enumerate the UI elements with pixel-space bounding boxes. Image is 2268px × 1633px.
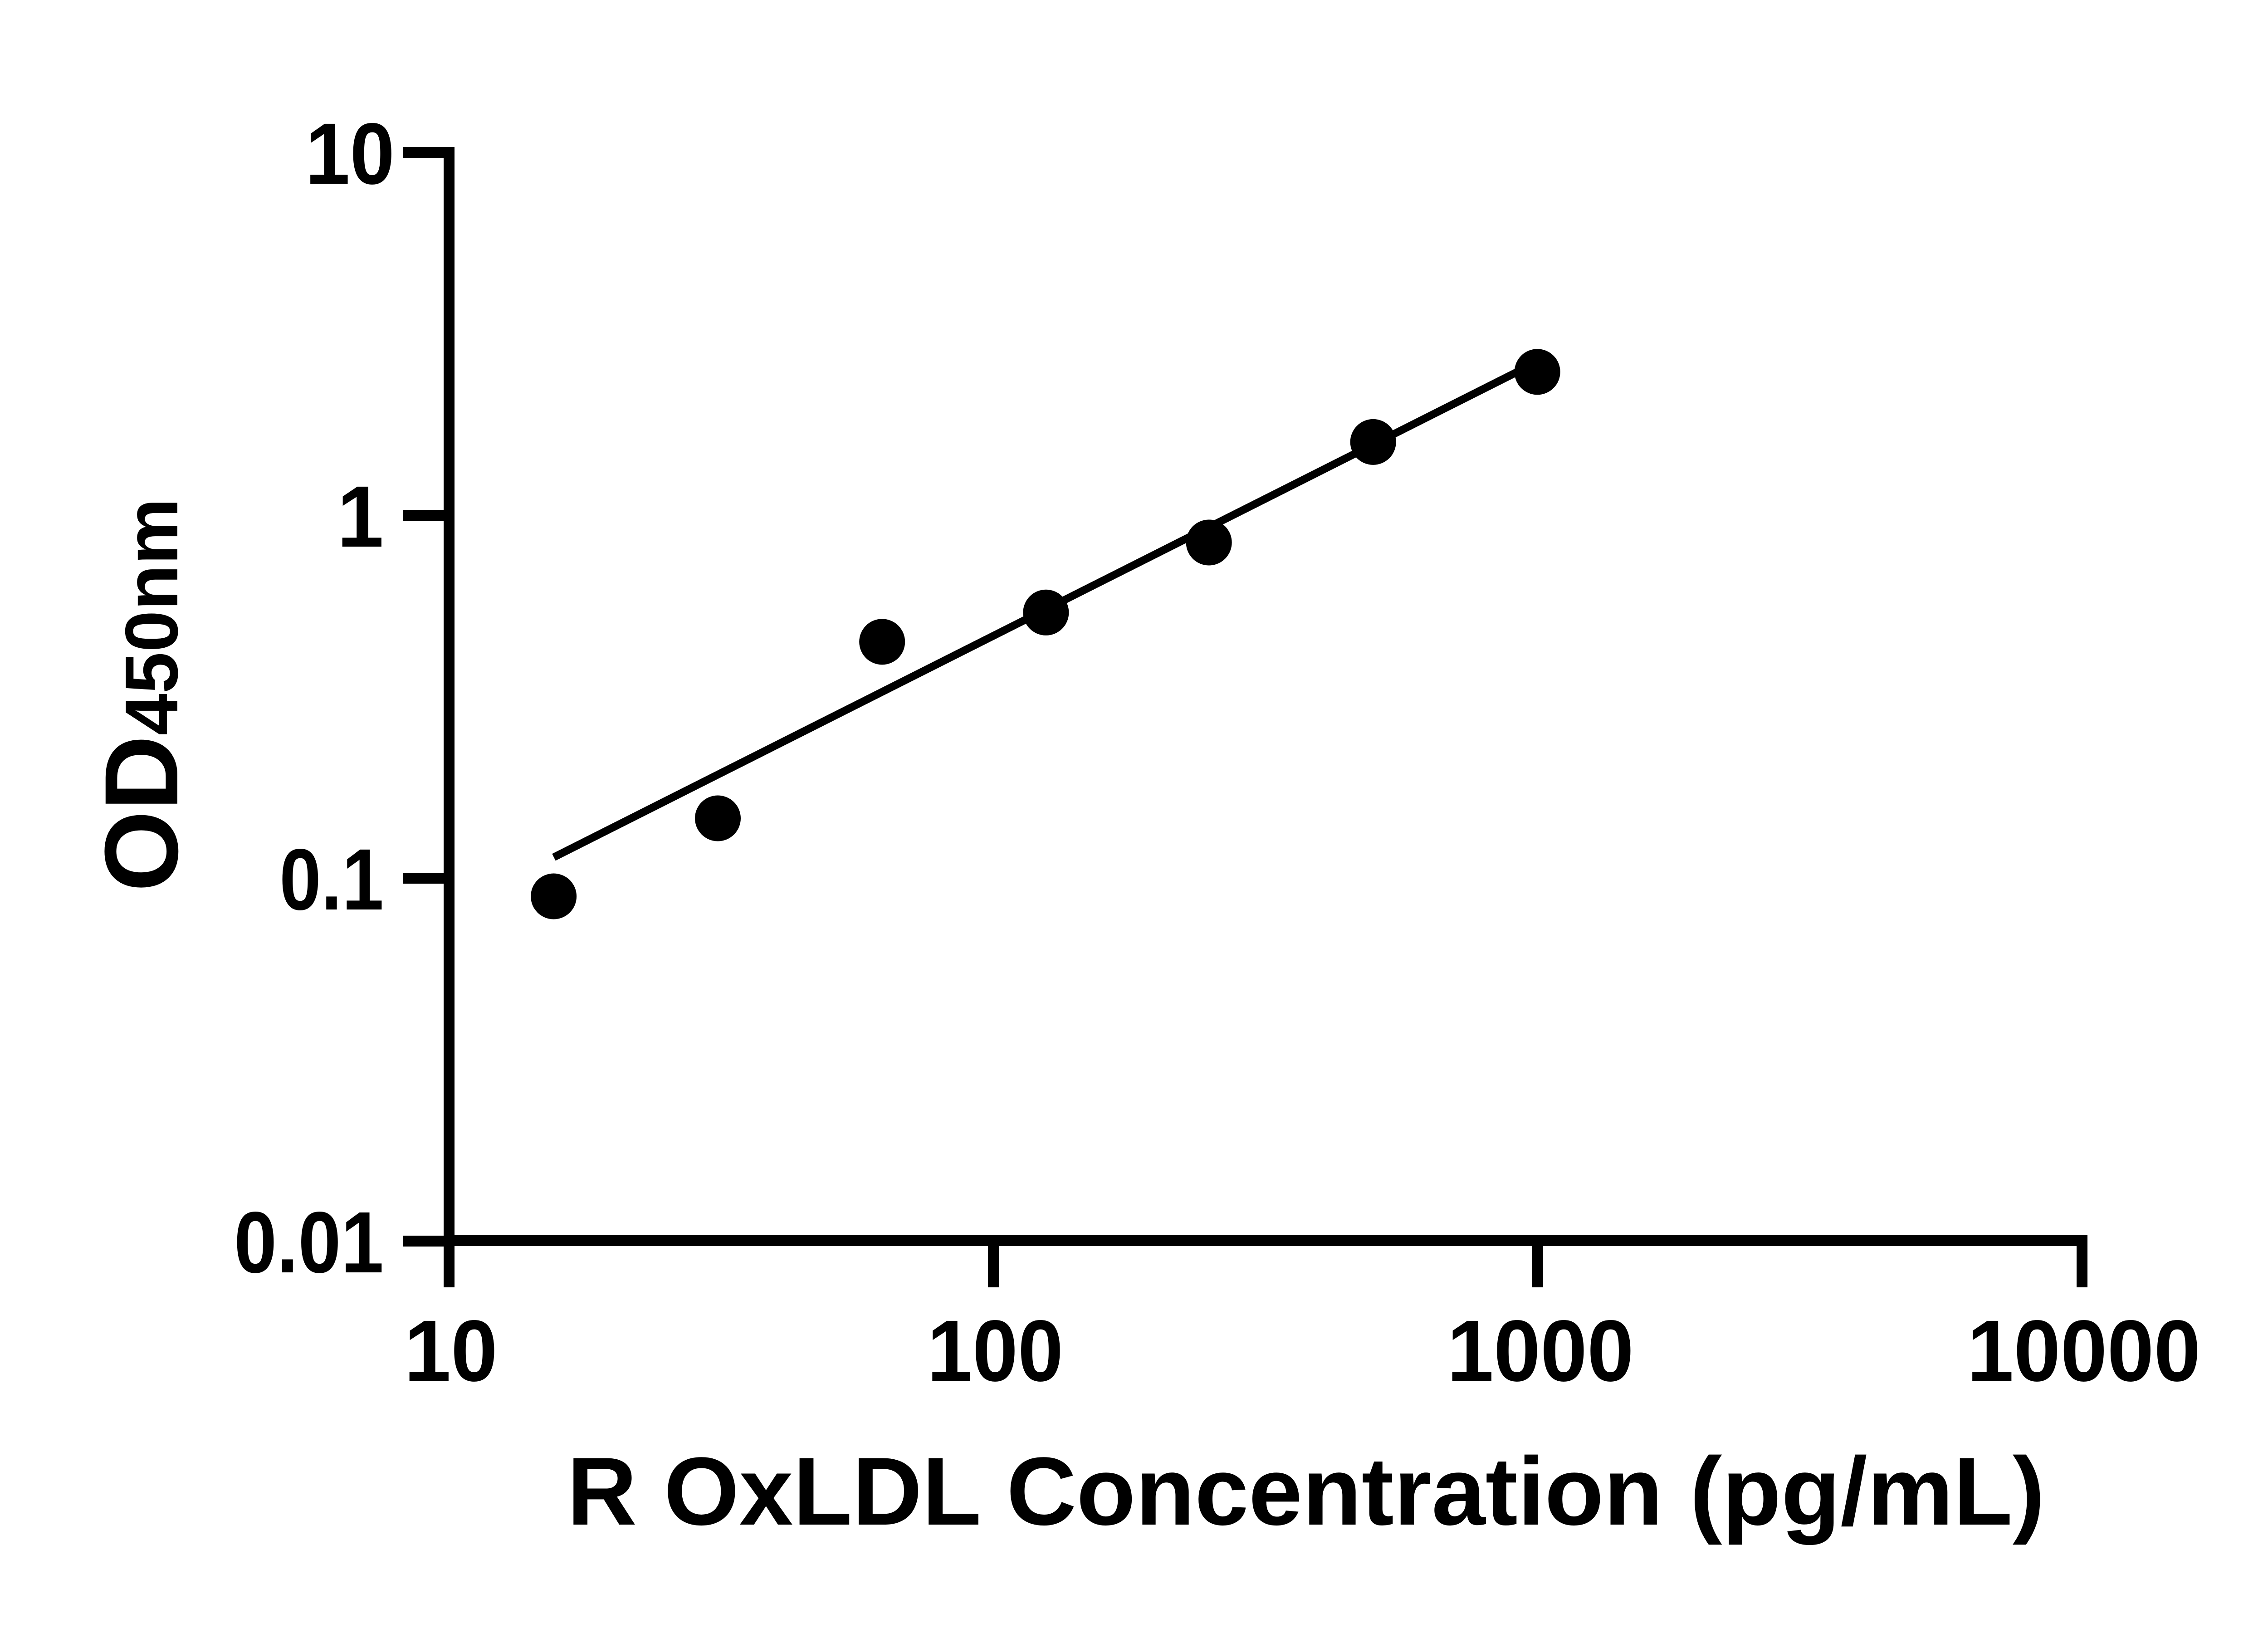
svg-text:R OxLDL Concentration (pg/mL): R OxLDL Concentration (pg/mL)	[567, 1437, 2045, 1545]
svg-text:10000: 10000	[1967, 1302, 2201, 1399]
svg-text:10: 10	[404, 1302, 498, 1399]
svg-text:100: 100	[927, 1302, 1063, 1399]
svg-text:0.01: 0.01	[234, 1193, 384, 1291]
svg-text:10: 10	[305, 105, 395, 202]
svg-text:0.1: 0.1	[279, 831, 384, 928]
svg-text:1: 1	[337, 468, 384, 565]
svg-text:OD450nm: OD450nm	[83, 498, 200, 892]
svg-text:1000: 1000	[1447, 1302, 1634, 1399]
